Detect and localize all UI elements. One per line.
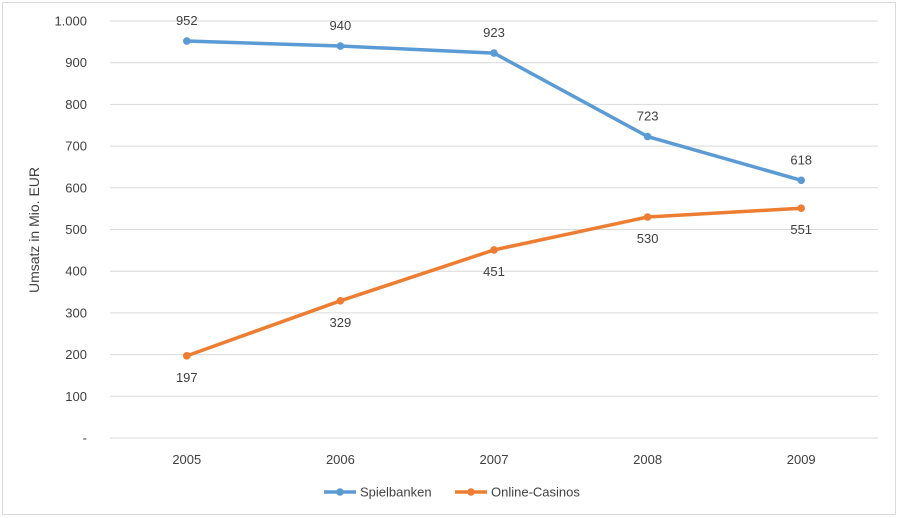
- data-point-online-casinos-2007: [490, 246, 498, 254]
- y-tick-label-1000: 1.000: [54, 14, 87, 29]
- y-tick-label-200: 200: [65, 347, 87, 362]
- data-point-online-casinos-2008: [643, 213, 652, 221]
- y-tick-label-100: 100: [65, 389, 87, 404]
- gridlines: [110, 20, 878, 439]
- data-label-spielbanken-2005: 952: [176, 13, 198, 28]
- series-line-online-casinos: [185, 206, 803, 358]
- x-tick-label-2007: 2007: [480, 452, 509, 467]
- data-label-spielbanken-2007: 923: [483, 25, 505, 40]
- data-label-spielbanken-2006: 940: [330, 18, 352, 33]
- data-point-online-casinos-2006: [336, 297, 345, 305]
- data-label-spielbanken-2009: 618: [790, 152, 812, 167]
- data-point-spielbanken-2009: [797, 176, 805, 185]
- legend-label-online-casinos: Online-Casinos: [491, 485, 580, 500]
- legend-label-spielbanken: Spielbanken: [360, 485, 432, 500]
- x-axis-tick-labels: 2005 2006 2007 2008 2009: [172, 452, 815, 467]
- y-tick-label-400: 400: [65, 264, 87, 279]
- data-point-online-casinos-2005: [183, 352, 191, 360]
- data-label-online-casinos-2007: 451: [483, 264, 505, 279]
- y-tick-label-300: 300: [65, 305, 87, 320]
- data-point-spielbanken-2006: [336, 42, 345, 50]
- y-axis-tick-labels: - 100 200 300 400 500 600 700 800 900 1.000: [54, 14, 87, 446]
- x-tick-label-2008: 2008: [633, 452, 662, 467]
- x-tick-label-2006: 2006: [326, 452, 355, 467]
- data-point-online-casinos-2009: [797, 204, 805, 213]
- y-tick-label-600: 600: [65, 180, 87, 195]
- y-tick-label-700: 700: [65, 139, 87, 154]
- legend: Spielbanken Online-Casinos: [324, 485, 580, 500]
- data-point-spielbanken-2005: [183, 37, 191, 45]
- series-group: 952 940 923 723 618 197 329 451 530 551: [176, 13, 812, 385]
- data-label-online-casinos-2006: 329: [330, 315, 352, 330]
- y-tick-label-500: 500: [65, 222, 87, 237]
- x-tick-label-2005: 2005: [172, 452, 201, 467]
- data-point-spielbanken-2007: [490, 49, 498, 57]
- data-label-online-casinos-2008: 530: [637, 231, 659, 246]
- x-tick-label-2009: 2009: [787, 452, 816, 467]
- data-label-online-casinos-2005: 197: [176, 370, 198, 385]
- series-line-spielbanken: [185, 39, 803, 183]
- y-tick-label-0: -: [83, 431, 87, 446]
- data-label-online-casinos-2009: 551: [790, 222, 812, 237]
- y-axis-title: Umsatz in Mio. EUR: [26, 167, 42, 293]
- legend-marker-online-casinos: [467, 488, 475, 496]
- data-point-spielbanken-2008: [643, 132, 652, 141]
- y-tick-label-800: 800: [65, 97, 87, 112]
- legend-marker-spielbanken: [336, 488, 344, 496]
- y-tick-label-900: 900: [65, 55, 87, 70]
- data-label-spielbanken-2008: 723: [637, 109, 659, 124]
